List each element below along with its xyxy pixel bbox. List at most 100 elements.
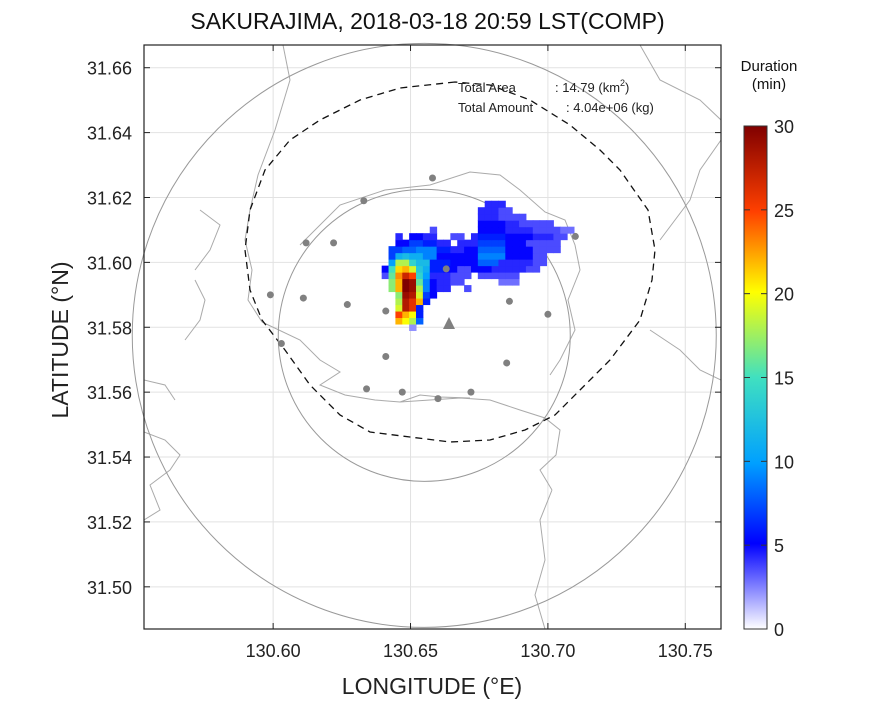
deposit-cell bbox=[402, 239, 410, 247]
x-axis-label: LONGITUDE (°E) bbox=[342, 673, 522, 699]
deposit-cell bbox=[553, 226, 561, 234]
deposit-cell bbox=[416, 259, 424, 267]
deposit-cell bbox=[525, 252, 534, 260]
deposit-cell bbox=[422, 239, 431, 247]
deposit-cell bbox=[498, 213, 506, 221]
map-title: SAKURAJIMA, 2018-03-18 20:59 LST(COMP) bbox=[190, 8, 665, 34]
deposit-cell bbox=[429, 233, 438, 241]
deposit-cell bbox=[491, 226, 499, 234]
deposit-cell bbox=[512, 272, 520, 280]
deposit-cell bbox=[525, 239, 534, 247]
deposit-cell bbox=[457, 246, 465, 254]
station-dot bbox=[505, 297, 513, 305]
deposit-cell bbox=[505, 220, 513, 228]
deposit-cell bbox=[409, 233, 417, 241]
deposit-heatmap bbox=[381, 200, 575, 332]
colorbar-title: Duration (min) bbox=[727, 58, 811, 94]
deposit-cell bbox=[519, 239, 527, 247]
deposit-cell bbox=[416, 298, 424, 306]
deposit-cell bbox=[477, 213, 486, 221]
deposit-cell bbox=[402, 285, 410, 293]
deposit-cell bbox=[470, 239, 479, 247]
station-dot bbox=[429, 174, 436, 182]
colorbar-ticks: 30 25 20 15 10 5 0 bbox=[744, 117, 794, 640]
deposit-cell bbox=[443, 246, 451, 254]
deposit-cell bbox=[546, 246, 554, 254]
deposit-cell bbox=[532, 233, 541, 241]
deposit-cell bbox=[505, 226, 513, 234]
deposit-cell bbox=[519, 213, 527, 221]
deposit-cell bbox=[477, 272, 486, 280]
deposit-cell bbox=[519, 233, 527, 241]
station-dot bbox=[544, 310, 552, 318]
deposit-cell bbox=[402, 272, 410, 280]
deposit-cell bbox=[457, 272, 465, 280]
deposit-cell bbox=[512, 259, 520, 267]
deposit-cell bbox=[539, 226, 548, 234]
deposit-cell bbox=[450, 252, 458, 260]
total-area-close: ) bbox=[625, 80, 629, 95]
deposit-cell bbox=[388, 285, 396, 293]
deposit-cell bbox=[505, 278, 513, 286]
deposit-cell bbox=[525, 220, 534, 228]
y-tick-label: 31.66 bbox=[87, 59, 132, 79]
deposit-cell bbox=[560, 226, 568, 234]
deposit-cell bbox=[443, 259, 451, 267]
distance-rings bbox=[131, 42, 717, 628]
y-tick-label: 31.56 bbox=[87, 383, 132, 403]
station-markers bbox=[266, 174, 579, 403]
deposit-cell bbox=[505, 239, 513, 247]
station-dot bbox=[398, 388, 406, 396]
station-dot bbox=[571, 232, 579, 240]
deposit-cell bbox=[409, 285, 417, 293]
deposit-cell bbox=[450, 246, 458, 254]
deposit-cell bbox=[409, 298, 417, 306]
deposit-cell bbox=[395, 317, 403, 325]
deposit-cell bbox=[512, 226, 520, 234]
deposit-cell bbox=[416, 272, 424, 280]
deposit-cell bbox=[409, 317, 417, 325]
deposit-cell bbox=[512, 278, 520, 286]
deposit-cell bbox=[422, 252, 431, 260]
deposit-cell bbox=[388, 265, 396, 273]
deposit-cell bbox=[402, 304, 410, 312]
deposit-cell bbox=[498, 233, 506, 241]
total-area-value: : 14.79 (km2) bbox=[555, 78, 629, 95]
deposit-cell bbox=[436, 285, 444, 293]
station-dot bbox=[299, 294, 307, 302]
y-tick-label: 31.60 bbox=[87, 253, 132, 273]
colorbar-tick-label: 10 bbox=[774, 452, 794, 472]
deposit-cell bbox=[443, 272, 451, 280]
deposit-cell bbox=[422, 285, 431, 293]
deposit-cell bbox=[402, 317, 410, 325]
deposit-cell bbox=[395, 233, 403, 241]
deposit-cell bbox=[539, 220, 548, 228]
deposit-cell bbox=[532, 220, 541, 228]
deposit-cell bbox=[416, 252, 424, 260]
deposit-cell bbox=[498, 246, 506, 254]
deposit-cell bbox=[450, 259, 458, 267]
deposit-cell bbox=[402, 246, 410, 254]
deposit-cell bbox=[484, 239, 493, 247]
deposit-cell bbox=[484, 213, 493, 221]
deposit-cell bbox=[525, 226, 534, 234]
deposit-cell bbox=[491, 252, 499, 260]
deposit-cell bbox=[416, 291, 424, 299]
deposit-cell bbox=[512, 239, 520, 247]
deposit-cell bbox=[498, 226, 506, 234]
deposit-cell bbox=[436, 239, 444, 247]
vent-triangle bbox=[442, 317, 455, 330]
deposit-cell bbox=[409, 259, 417, 267]
deposit-cell bbox=[491, 259, 499, 267]
deposit-cell bbox=[491, 233, 499, 241]
deposit-cell bbox=[470, 265, 479, 273]
deposit-cell bbox=[388, 252, 396, 260]
deposit-cell bbox=[436, 246, 444, 254]
deposit-cell bbox=[484, 265, 493, 273]
deposit-cell bbox=[505, 252, 513, 260]
deposit-cell bbox=[484, 226, 493, 234]
deposit-cell bbox=[429, 265, 438, 273]
y-tick-label: 31.64 bbox=[87, 124, 132, 144]
deposit-cell bbox=[416, 239, 424, 247]
